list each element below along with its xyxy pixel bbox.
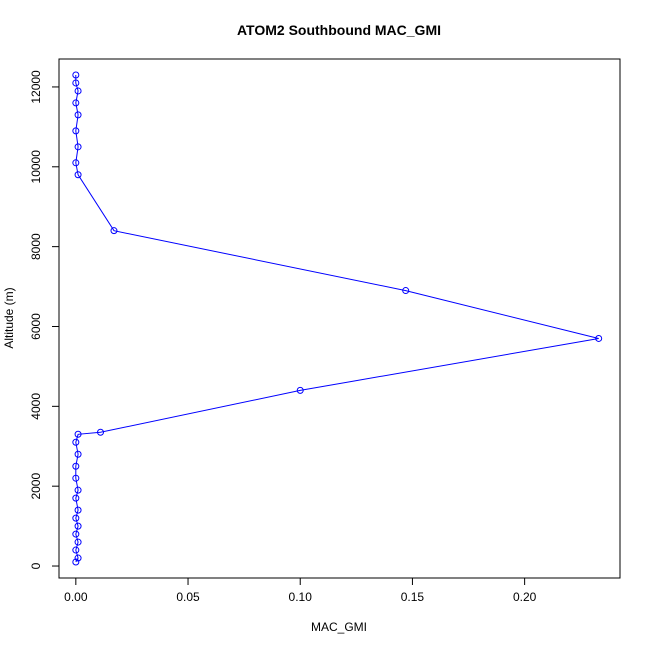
data-point	[74, 111, 82, 119]
y-tick-label: 6000	[29, 313, 43, 340]
data-point	[72, 71, 80, 79]
data-point	[110, 227, 118, 235]
data-point	[74, 522, 82, 530]
data-point	[74, 143, 82, 151]
chart-title: ATOM2 Southbound MAC_GMI	[237, 22, 441, 38]
data-point	[72, 530, 80, 538]
data-point	[595, 334, 603, 342]
data-point	[74, 538, 82, 546]
data-point	[72, 462, 80, 470]
data-point	[74, 554, 82, 562]
data-point	[72, 127, 80, 135]
data-point	[72, 474, 80, 482]
x-tick-label: 0.05	[176, 590, 200, 604]
data-point	[72, 79, 80, 87]
x-axis-label: MAC_GMI	[311, 620, 367, 634]
data-point	[74, 87, 82, 95]
data-point	[74, 430, 82, 438]
data-point	[72, 546, 80, 554]
data-point	[72, 438, 80, 446]
data-point	[72, 558, 80, 566]
data-point	[72, 494, 80, 502]
data-point	[402, 287, 410, 295]
data-point	[97, 428, 105, 436]
data-point	[74, 486, 82, 494]
x-tick-label: 0.00	[64, 590, 88, 604]
y-tick-label: 2000	[29, 473, 43, 500]
x-tick-label: 0.20	[513, 590, 537, 604]
y-axis-label: Altitude (m)	[2, 287, 16, 348]
x-tick-label: 0.10	[289, 590, 313, 604]
data-point	[72, 159, 80, 167]
x-axis: 0.00 0.05 0.10 0.15 0.20	[64, 577, 537, 604]
y-tick-label: 8000	[29, 233, 43, 260]
series-line	[75, 75, 599, 563]
data-point	[296, 386, 304, 394]
data-point	[74, 171, 82, 179]
data-point	[74, 506, 82, 514]
data-point	[74, 450, 82, 458]
y-tick-label: 12000	[29, 70, 43, 104]
y-tick-label: 10000	[29, 150, 43, 184]
data-point	[72, 514, 80, 522]
y-axis: 0 2000 4000 6000 8000 10000 12000	[29, 70, 60, 569]
x-tick-label: 0.15	[401, 590, 425, 604]
y-tick-label: 0	[29, 562, 43, 569]
plot-area-box	[58, 58, 621, 579]
data-point	[72, 99, 80, 107]
y-tick-label: 4000	[29, 393, 43, 420]
series-layer	[72, 71, 603, 566]
